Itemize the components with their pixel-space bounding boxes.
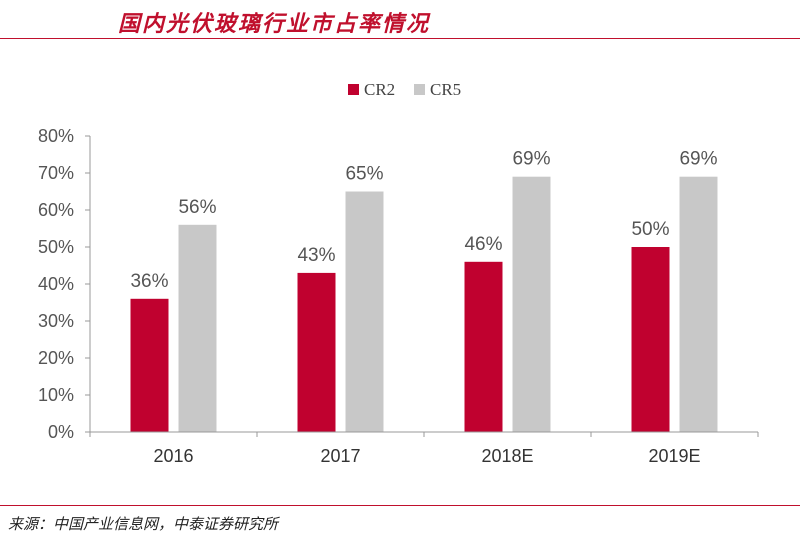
cr2-data-label: 50% xyxy=(631,219,669,240)
footer-divider xyxy=(0,505,800,506)
legend-swatch-cr2 xyxy=(348,84,359,95)
cr2-bar xyxy=(130,298,169,432)
legend-swatch-cr5 xyxy=(414,84,425,95)
cr5-bar xyxy=(345,191,384,432)
cr2-bar xyxy=(297,272,336,432)
cr2-data-label: 36% xyxy=(130,271,168,292)
cr5-bar xyxy=(512,176,551,432)
cr5-data-label: 65% xyxy=(345,164,383,185)
cr5-bar xyxy=(178,224,217,432)
bar-chart: CR2 CR5 0% 10% 20% 30% 40% 50% 60% 70% 80% 36% 43%… xyxy=(38,80,759,466)
cr2-data-label: 43% xyxy=(297,245,335,266)
y-tick-label: 20% xyxy=(38,348,74,368)
y-tick-label: 60% xyxy=(38,200,74,220)
cr2-bar xyxy=(464,261,503,432)
x-category-label: 2017 xyxy=(320,446,360,466)
cr5-data-label: 56% xyxy=(178,197,216,218)
y-tick-label: 0% xyxy=(48,422,74,442)
source-note: 来源：中国产业信息网，中泰证券研究所 xyxy=(8,515,279,533)
x-axis: 2016 2017 2018E 2019E xyxy=(89,431,759,466)
cr5-bar xyxy=(679,176,718,432)
y-tick-label: 40% xyxy=(38,274,74,294)
x-category-label: 2016 xyxy=(153,446,193,466)
y-tick-label: 70% xyxy=(38,163,74,183)
cr2-data-label: 46% xyxy=(464,234,502,255)
bars: 36% 43% 46% 50% 56% 65% 69% 69% xyxy=(130,149,718,432)
chart-title: 国内光伏玻璃行业市占率情况 xyxy=(118,11,431,37)
legend-label-cr5: CR5 xyxy=(430,80,461,99)
title-divider xyxy=(0,38,800,39)
cr5-data-label: 69% xyxy=(679,149,717,170)
y-tick-label: 50% xyxy=(38,237,74,257)
legend-label-cr2: CR2 xyxy=(364,80,395,99)
x-category-label: 2019E xyxy=(648,446,700,466)
y-tick-label: 80% xyxy=(38,126,74,146)
cr5-data-label: 69% xyxy=(512,149,550,170)
legend: CR2 CR5 xyxy=(348,80,461,99)
y-tick-label: 30% xyxy=(38,311,74,331)
y-tick-label: 10% xyxy=(38,385,74,405)
y-axis: 0% 10% 20% 30% 40% 50% 60% 70% 80% xyxy=(38,126,91,442)
cr2-bar xyxy=(631,247,670,432)
x-category-label: 2018E xyxy=(481,446,533,466)
